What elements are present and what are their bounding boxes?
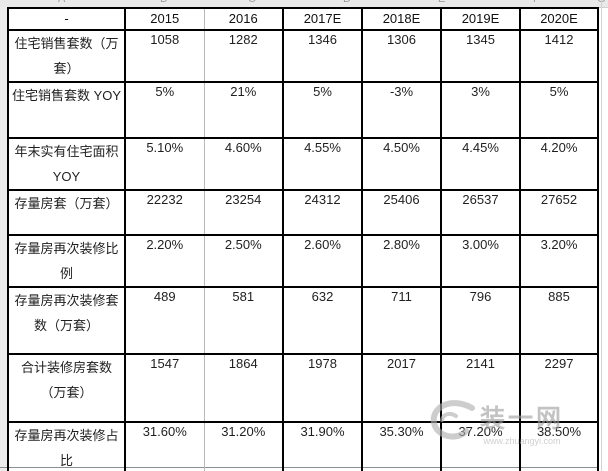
cell: 2.80% (361, 234, 442, 288)
column-header: 2018E (361, 7, 442, 31)
table-row: 存量房再次装修占比 31.60% 31.20% 31.90% 35.30% 37… (7, 421, 599, 471)
cell: 3% (440, 81, 521, 139)
cell: 37.20% (440, 421, 521, 471)
header-row: - 2015 2016 2017E 2018E 2019E 2020E (7, 7, 599, 31)
column-header: 2015 (124, 7, 205, 31)
cell: 1978 (282, 353, 363, 423)
cell: 1058 (124, 29, 205, 83)
row-label: 住宅销售套数 YOY (7, 81, 126, 139)
cell: 1345 (440, 29, 521, 83)
column-letter: E (438, 0, 445, 5)
cell: 25406 (361, 189, 442, 236)
column-header: - (7, 7, 126, 31)
cell: 21% (203, 81, 284, 139)
cell: 4.55% (282, 137, 363, 191)
cell: 2141 (440, 353, 521, 423)
cell: 31.60% (124, 421, 205, 471)
cell: 31.90% (282, 421, 363, 471)
cell: 1412 (519, 29, 599, 83)
cell: 581 (203, 286, 284, 355)
cell: 4.60% (203, 137, 284, 191)
table-row: 存量房再次装修比例 2.20% 2.50% 2.60% 2.80% 3.00% … (7, 234, 599, 288)
sheet-gridline-right (601, 0, 602, 471)
cell: 4.50% (361, 137, 442, 191)
row-label: 存量房再次装修比例 (7, 234, 126, 288)
cell: 3.20% (519, 234, 599, 288)
column-header: 2016 (203, 7, 284, 31)
cell: 5% (282, 81, 363, 139)
cell: 2297 (519, 353, 599, 423)
cell: 3.00% (440, 234, 521, 288)
cell: 1547 (124, 353, 205, 423)
table-row: 合计装修房套数（万套） 1547 1864 1978 2017 2141 229… (7, 353, 599, 423)
cell: 796 (440, 286, 521, 355)
cell: 489 (124, 286, 205, 355)
table-row: 存量房再次装修套数（万套） 489 581 632 711 796 885 (7, 286, 599, 355)
cell: 5% (124, 81, 205, 139)
cell: -3% (361, 81, 442, 139)
cell: 5.10% (124, 137, 205, 191)
column-header: 2017E (282, 7, 363, 31)
cell: 885 (519, 286, 599, 355)
cell: 22232 (124, 189, 205, 236)
row-label: 存量房套（万套） (7, 189, 126, 236)
table-row: 住宅销售套数 YOY 5% 21% 5% -3% 3% 5% (7, 81, 599, 139)
column-header: 2019E (440, 7, 521, 31)
cell: 2017 (361, 353, 442, 423)
table-row: 住宅销售套数（万套） 1058 1282 1346 1306 1345 1412 (7, 29, 599, 83)
cell: 38.50% (519, 421, 599, 471)
cell: 4.20% (519, 137, 599, 191)
cell: 35.30% (361, 421, 442, 471)
cell: 1282 (203, 29, 284, 83)
row-label: 合计装修房套数（万套） (7, 353, 126, 423)
cell: 1346 (282, 29, 363, 83)
column-letter: F (533, 0, 540, 5)
cell: 27652 (519, 189, 599, 236)
cell: 31.20% (203, 421, 284, 471)
table-row: 存量房套（万套） 22232 23254 24312 25406 26537 2… (7, 189, 599, 236)
cell: 23254 (203, 189, 284, 236)
cell: 26537 (440, 189, 521, 236)
row-label: 存量房再次装修占比 (7, 421, 126, 471)
table-row: 年末实有住宅面积 YOY 5.10% 4.60% 4.55% 4.50% 4.4… (7, 137, 599, 191)
cell: 2.20% (124, 234, 205, 288)
cell: 24312 (282, 189, 363, 236)
cell: 2.50% (203, 234, 284, 288)
cell: 632 (282, 286, 363, 355)
column-header: 2020E (519, 7, 599, 31)
column-letter: A (58, 0, 65, 5)
column-letter: B (160, 0, 167, 5)
row-label: 年末实有住宅面积 YOY (7, 137, 126, 191)
cell: 1306 (361, 29, 442, 83)
cell: 4.45% (440, 137, 521, 191)
row-label: 住宅销售套数（万套） (7, 29, 126, 83)
cell: 711 (361, 286, 442, 355)
row-label: 存量房再次装修套数（万套） (7, 286, 126, 355)
cell: 2.60% (282, 234, 363, 288)
cell: 5% (519, 81, 599, 139)
column-letter: C (248, 0, 256, 5)
cell: 1864 (203, 353, 284, 423)
column-letter: D (343, 0, 351, 5)
data-table: - 2015 2016 2017E 2018E 2019E 2020E 住宅销售… (7, 7, 599, 471)
